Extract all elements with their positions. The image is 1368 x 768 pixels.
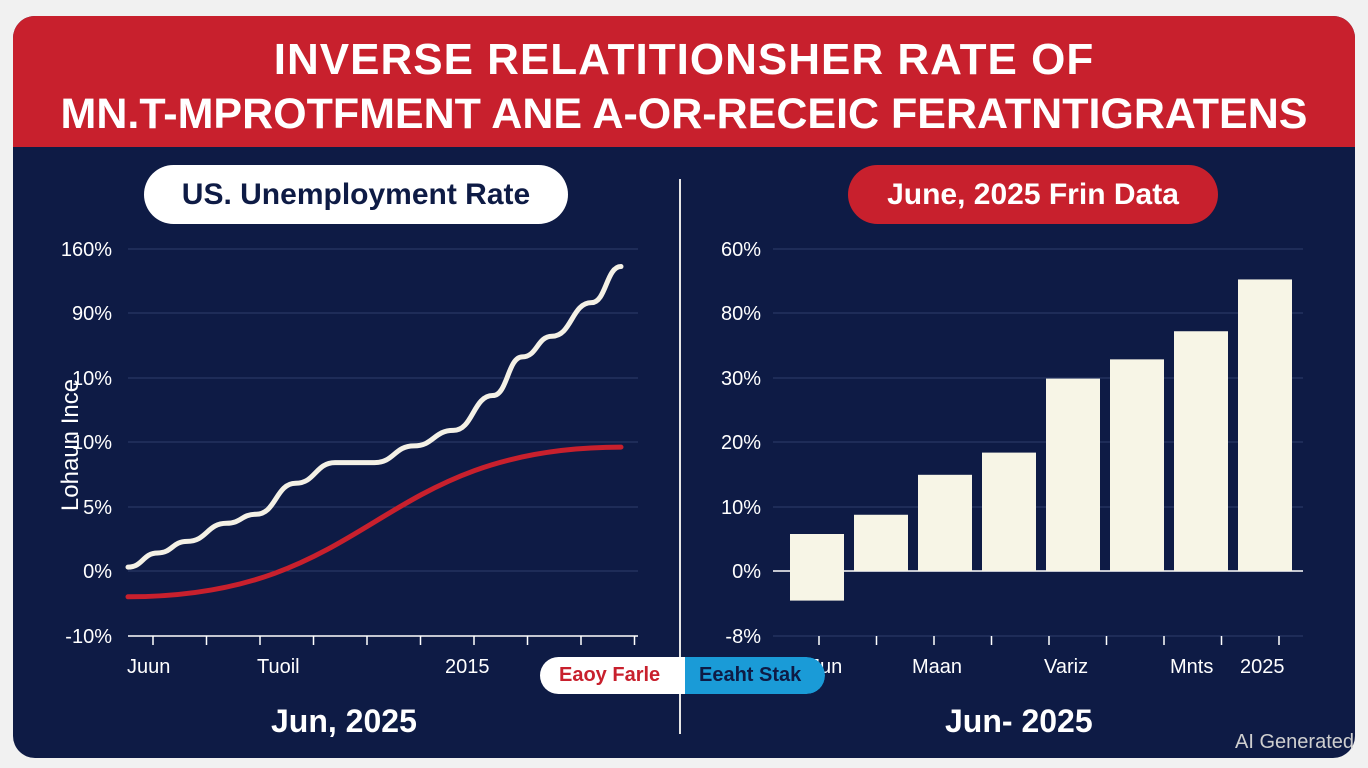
- right-x-tick-3: Mnts: [1170, 656, 1214, 678]
- bar: [1174, 331, 1228, 571]
- left-y-tick-5: 0%: [83, 561, 112, 583]
- title-banner: INVERSE RELATITIONSHER RATE OF MN.T-MPRO…: [13, 16, 1355, 147]
- right-y-tick-2: 30%: [720, 368, 761, 390]
- left-x-tick-1: Tuoil: [257, 656, 300, 678]
- left-y-tick-1: 90%: [71, 303, 112, 325]
- line-series-red: [125, 444, 624, 600]
- left-y-tick-2: 10%: [71, 368, 112, 390]
- banner-title-line1: INVERSE RELATITIONSHER RATE OF: [273, 35, 1095, 84]
- banner-title-line2: MN.T-MPROTFMENT ANE A-OR-RECEIC FERATNTI…: [60, 90, 1308, 138]
- left-chart-title: US. Unemployment Rate: [144, 165, 568, 224]
- right-x-tick-2: Variz: [1044, 656, 1089, 678]
- left-y-tick-3: 10%: [71, 432, 112, 454]
- line-series-white: [125, 264, 624, 570]
- right-y-tick-3: 20%: [720, 432, 761, 454]
- left-y-tick-4: 5%: [83, 497, 112, 519]
- right-y-tick-6: -8%: [725, 626, 761, 648]
- bar: [918, 474, 972, 571]
- bar: [854, 514, 908, 571]
- right-x-tick-4: 2025: [1240, 656, 1285, 678]
- bar: [982, 452, 1036, 571]
- legend: Eaoy Farle Eeaht Stak: [540, 657, 825, 694]
- bar: [1110, 359, 1164, 571]
- left-x-axis-title: Jun, 2025: [271, 703, 417, 739]
- bar: [1238, 279, 1292, 571]
- bar: [790, 534, 844, 601]
- watermark-text: AI Generated: [1235, 731, 1354, 753]
- right-y-tick-4: 10%: [720, 497, 761, 519]
- right-y-tick-0: 60%: [720, 239, 761, 261]
- legend-item-1: Eaoy Farle: [540, 657, 685, 694]
- left-y-tick-6: -10%: [65, 626, 112, 648]
- right-y-tick-5: 0%: [732, 561, 761, 583]
- left-x-tick-2: 2015: [445, 656, 490, 678]
- left-x-tick-0: Juun: [127, 656, 171, 678]
- charts-canvas: [125, 248, 1303, 645]
- left-y-tick-0: 160%: [60, 239, 112, 261]
- panel-divider: [679, 179, 681, 734]
- right-y-tick-1: 80%: [720, 303, 761, 325]
- right-x-axis-title: Jun- 2025: [945, 703, 1093, 739]
- right-x-tick-1: Maan: [912, 656, 963, 678]
- bar: [1046, 378, 1100, 571]
- right-chart-title: June, 2025 Frin Data: [848, 165, 1218, 224]
- infographic-card: INVERSE RELATITIONSHER RATE OF MN.T-MPRO…: [13, 16, 1355, 758]
- legend-item-2: Eeaht Stak: [685, 657, 825, 694]
